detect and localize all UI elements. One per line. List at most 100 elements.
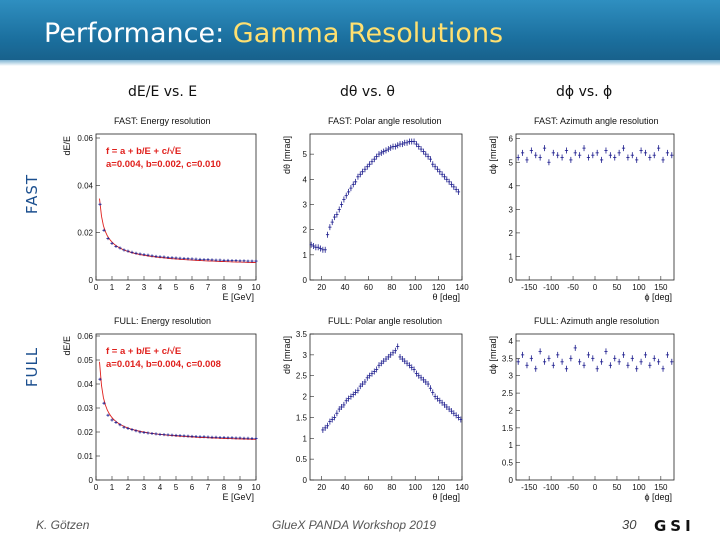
full-energy-xtick-label-4: 4 [158, 483, 163, 492]
full-polar-xtick-label-3: 80 [387, 483, 396, 492]
full-polar-point-11 [346, 395, 351, 402]
fast-energy-point-20 [178, 256, 182, 260]
full-polar-point-41 [417, 372, 421, 379]
full-polar-title: FULL: Polar angle resolution [328, 316, 442, 326]
fast-azimuth-ytick-label-5: 5 [509, 158, 514, 167]
full-energy-point-32 [226, 436, 230, 440]
fast-energy-ytick-label-3: 0.06 [77, 134, 93, 143]
full-energy-point-30 [218, 436, 222, 440]
fast-polar-point-36 [393, 143, 397, 150]
fast-polar-xtick-label-5: 120 [432, 283, 446, 292]
fast-polar-point-29 [377, 151, 381, 158]
full-azimuth-point-35 [670, 358, 674, 365]
full-polar-point-12 [349, 393, 353, 400]
full-polar-frame [309, 333, 463, 481]
full-polar-point-3 [328, 418, 332, 425]
fast-energy-point-38 [250, 259, 254, 263]
fast-azimuth-point-10 [560, 154, 564, 161]
full-azimuth-point-5 [538, 348, 542, 355]
full-energy-point-14 [154, 432, 158, 436]
fast-energy-point-24 [194, 257, 198, 261]
fast-azimuth-ylabel: dϕ [mrad] [488, 136, 498, 174]
fast-azimuth-point-17 [591, 152, 595, 159]
full-polar-point-22 [372, 368, 376, 375]
full-polar-ytick-label-4: 2 [303, 393, 308, 402]
fast-polar-ytick-label-3: 3 [303, 200, 308, 209]
column-label-azimuth: dϕ vs. ϕ [556, 84, 613, 100]
fast-energy-ytick-label-1: 0.02 [77, 229, 93, 238]
full-azimuth-xtick-label-6: 150 [654, 483, 668, 492]
full-polar-point-56 [452, 410, 456, 417]
fast-polar-point-15 [344, 192, 348, 199]
fast-azimuth-point-26 [630, 152, 634, 159]
fast-energy-point-23 [190, 257, 194, 261]
full-azimuth-ytick-label-3: 1.5 [502, 424, 514, 433]
full-energy-ytick-label-2: 0.02 [77, 428, 93, 437]
fast-azimuth-title: FAST: Azimuth angle resolution [534, 116, 659, 126]
full-polar-point-10 [344, 397, 348, 404]
fast-azimuth-point-25 [626, 154, 630, 161]
full-azimuth-title: FULL: Azimuth angle resolution [534, 316, 659, 326]
full-energy-ytick-label-3: 0.03 [77, 404, 93, 413]
full-energy-xtick-label-10: 10 [252, 483, 261, 492]
fast-azimuth-point-7 [547, 159, 551, 166]
fast-energy-title: FAST: Energy resolution [114, 116, 211, 126]
fast-polar-point-46 [417, 143, 421, 150]
full-azimuth-point-4 [534, 365, 538, 372]
footer-author: K. Götzen [36, 518, 90, 532]
fast-azimuth-point-34 [665, 149, 670, 156]
fast-energy-point-0 [98, 202, 102, 206]
fast-energy-xtick-label-1: 1 [110, 283, 115, 292]
fast-polar-point-41 [405, 139, 409, 146]
fast-energy-xtick-label-2: 2 [126, 283, 131, 292]
fast-azimuth-ytick-label-2: 2 [509, 229, 514, 238]
full-polar-point-34 [400, 356, 404, 363]
fast-energy-point-29 [214, 258, 218, 262]
fast-energy-point-25 [198, 257, 202, 261]
full-polar-point-6 [335, 410, 339, 417]
fast-polar-point-7 [325, 231, 330, 238]
full-energy-fit-text-0: f = a + b/E + c/√E [106, 346, 181, 357]
fast-azimuth-point-2 [525, 156, 529, 163]
full-polar-xtick-label-1: 40 [341, 483, 350, 492]
fast-polar-xtick-label-3: 80 [387, 283, 396, 292]
full-polar-point-19 [365, 374, 369, 381]
fast-azimuth-xtick-label-0: -150 [521, 283, 538, 292]
full-polar-point-13 [351, 391, 355, 398]
full-polar-point-29 [389, 351, 393, 358]
full-energy-ylabel: dE/E [62, 336, 72, 356]
slide-title-plain: Performance: [44, 18, 233, 49]
fast-polar-point-21 [358, 171, 362, 178]
fast-energy-point-35 [238, 259, 242, 263]
fast-energy-point-37 [246, 259, 250, 263]
full-polar-xtick-label-0: 20 [317, 483, 326, 492]
fast-polar-point-0 [309, 241, 313, 248]
full-polar-point-2 [325, 422, 330, 429]
fast-polar-point-49 [424, 151, 428, 158]
fast-polar-point-4 [318, 245, 323, 252]
full-azimuth-point-0 [516, 358, 520, 365]
full-polar-point-52 [442, 401, 447, 408]
full-azimuth-ytick-label-5: 2.5 [502, 389, 514, 398]
fast-polar-point-18 [351, 181, 355, 188]
full-azimuth-point-30 [648, 362, 652, 369]
fast-azimuth-point-8 [551, 149, 555, 156]
fast-energy-point-28 [210, 258, 214, 262]
gsi-logo: GSI [652, 516, 708, 534]
fast-energy-point-19 [174, 256, 178, 260]
fast-azimuth-point-31 [652, 152, 656, 159]
fast-polar-point-50 [426, 153, 430, 160]
fast-polar-point-33 [386, 146, 390, 153]
full-energy-point-13 [150, 431, 154, 435]
full-azimuth-point-20 [604, 348, 608, 355]
fast-energy-xtick-label-4: 4 [158, 283, 163, 292]
fast-polar-point-19 [354, 178, 358, 185]
full-polar-point-4 [330, 416, 334, 423]
full-azimuth-point-3 [529, 355, 533, 362]
full-azimuth-point-2 [525, 362, 529, 369]
full-polar-point-55 [449, 408, 454, 415]
fast-energy-point-36 [242, 259, 246, 263]
fast-energy-plot: FAST: Energy resolution 0 1 2 3 4 5 6 7 8 9 10 0 0.02… [62, 116, 261, 302]
fast-energy-point-7 [126, 249, 130, 253]
full-energy-point-27 [206, 435, 210, 439]
